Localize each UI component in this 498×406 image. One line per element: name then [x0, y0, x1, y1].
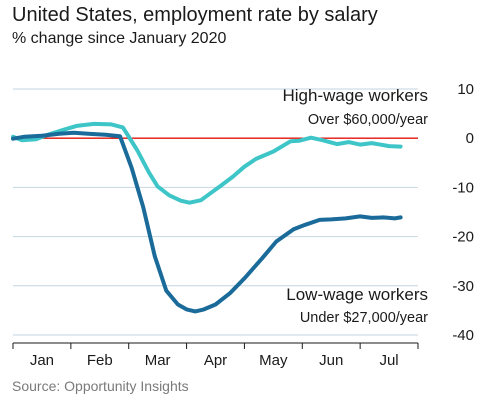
source-note: Source: Opportunity Insights	[12, 378, 189, 394]
grid-lines	[13, 88, 418, 336]
x-tick-label: Jun	[319, 352, 343, 369]
y-tick-label: 10	[457, 81, 474, 98]
x-tick-label: Jul	[379, 352, 398, 369]
high-wage-line	[11, 121, 403, 205]
y-tick-label: 0	[466, 130, 474, 147]
chart-subtitle: % change since January 2020	[12, 30, 227, 47]
x-tick-label: Feb	[87, 352, 113, 369]
series-lines	[11, 121, 403, 314]
y-tick-label: -10	[452, 179, 474, 196]
x-axis	[12, 342, 419, 349]
y-tick-label: -30	[452, 278, 474, 295]
y-axis-ticks: 10 0 -10 -20 -30 -40	[452, 81, 474, 344]
high-wage-label: High-wage workers	[283, 86, 429, 105]
y-tick-label: -40	[452, 327, 474, 344]
x-tick-label: Mar	[145, 352, 171, 369]
high-wage-sublabel: Over $60,000/year	[308, 112, 428, 128]
low-wage-sublabel: Under $27,000/year	[300, 310, 428, 326]
x-axis-ticks: Jan Feb Mar Apr May Jun Jul	[30, 352, 399, 369]
x-tick-label: May	[259, 352, 288, 369]
x-tick-label: Apr	[204, 352, 227, 369]
series-annotations: High-wage workers Over $60,000/year Low-…	[283, 86, 429, 326]
chart-title: United States, employment rate by salary	[12, 4, 378, 26]
low-wage-line	[11, 130, 403, 314]
y-tick-label: -20	[452, 229, 474, 246]
x-tick-label: Jan	[30, 352, 54, 369]
low-wage-label: Low-wage workers	[286, 285, 428, 304]
